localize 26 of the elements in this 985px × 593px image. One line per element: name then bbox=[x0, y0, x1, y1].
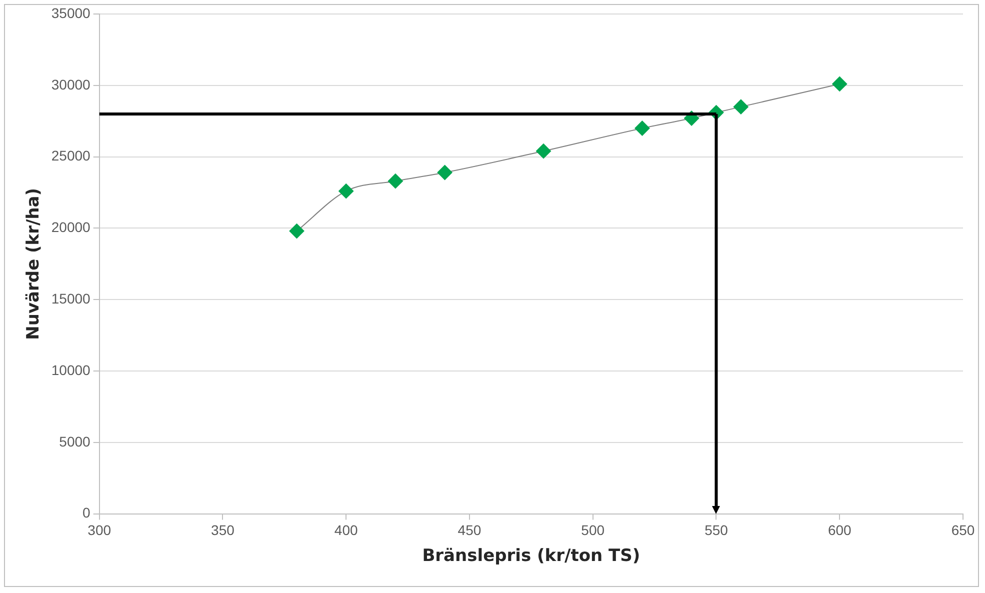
y-tick-label: 15000 bbox=[51, 290, 91, 306]
y-tick-label: 25000 bbox=[51, 148, 91, 164]
point bbox=[289, 224, 304, 239]
x-tick-label: 650 bbox=[951, 522, 975, 538]
point bbox=[832, 76, 848, 92]
x-tick-label: 350 bbox=[211, 522, 235, 538]
x-tick-label: 600 bbox=[828, 522, 852, 538]
x-tick-label: 500 bbox=[581, 522, 605, 538]
point bbox=[437, 165, 452, 180]
point bbox=[536, 144, 552, 159]
y-tick-label: 30000 bbox=[51, 76, 91, 92]
x-tick-label: 400 bbox=[334, 522, 358, 538]
x-tick-label: 300 bbox=[88, 522, 112, 538]
point bbox=[388, 174, 403, 189]
x-tick-label: 550 bbox=[704, 522, 728, 538]
point bbox=[338, 184, 354, 199]
y-tick-label: 5000 bbox=[59, 433, 91, 450]
x-tick-label: 450 bbox=[458, 522, 482, 538]
x-axis-title: Bränslepris (kr/ton TS) bbox=[422, 546, 640, 566]
point bbox=[634, 120, 650, 136]
y-tick-label: 10000 bbox=[51, 362, 91, 378]
y-tick-label: 0 bbox=[82, 504, 91, 521]
point bbox=[733, 99, 748, 114]
y-tick-label: 20000 bbox=[51, 219, 91, 236]
y-tick-label: 35000 bbox=[51, 4, 91, 21]
y-axis-title: Nuvärde (kr/ha) bbox=[24, 188, 44, 340]
